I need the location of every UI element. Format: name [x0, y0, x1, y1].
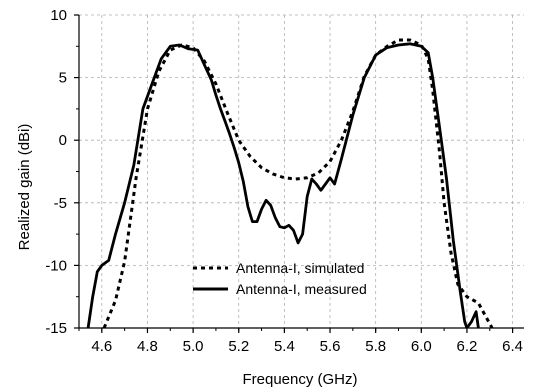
y-axis-title: Realized gain (dBi)	[16, 124, 33, 251]
y-tick-label: -15	[45, 320, 67, 337]
axes	[74, 14, 524, 333]
x-tick-label: 6.0	[411, 338, 432, 355]
x-tick-label: 5.0	[183, 338, 204, 355]
y-tick-label: 10	[50, 7, 67, 24]
legend-label-measured: Antenna-I, measured	[236, 281, 367, 297]
y-tick-label: -10	[45, 257, 67, 274]
x-tick-label: 4.6	[91, 338, 112, 355]
plot-area	[86, 38, 494, 328]
series-line-measured	[86, 42, 480, 328]
x-axis-title: Frequency (GHz)	[242, 371, 357, 388]
y-tick-label: 0	[59, 132, 67, 149]
x-tick-label: 6.2	[457, 338, 478, 355]
x-tick-label: 4.8	[137, 338, 158, 355]
tick-labels: 4.6 4.8 5.0 5.2 5.4 5.6 5.8 6.0 6.2 6.4 10 5 0 -5 -10 -…	[45, 7, 523, 355]
y-tick-label: 5	[59, 70, 67, 87]
legend: Antenna-I, simulated Antenna-I, measured	[193, 260, 367, 297]
x-tick-label: 5.2	[228, 338, 249, 355]
x-tick-label: 6.4	[502, 338, 523, 355]
x-tick-label: 5.8	[365, 338, 386, 355]
y-tick-label: -5	[54, 195, 67, 212]
x-tick-label: 5.6	[320, 338, 341, 355]
series-line-simulated	[102, 38, 494, 328]
legend-label-simulated: Antenna-I, simulated	[236, 260, 364, 276]
x-tick-label: 5.4	[274, 338, 295, 355]
